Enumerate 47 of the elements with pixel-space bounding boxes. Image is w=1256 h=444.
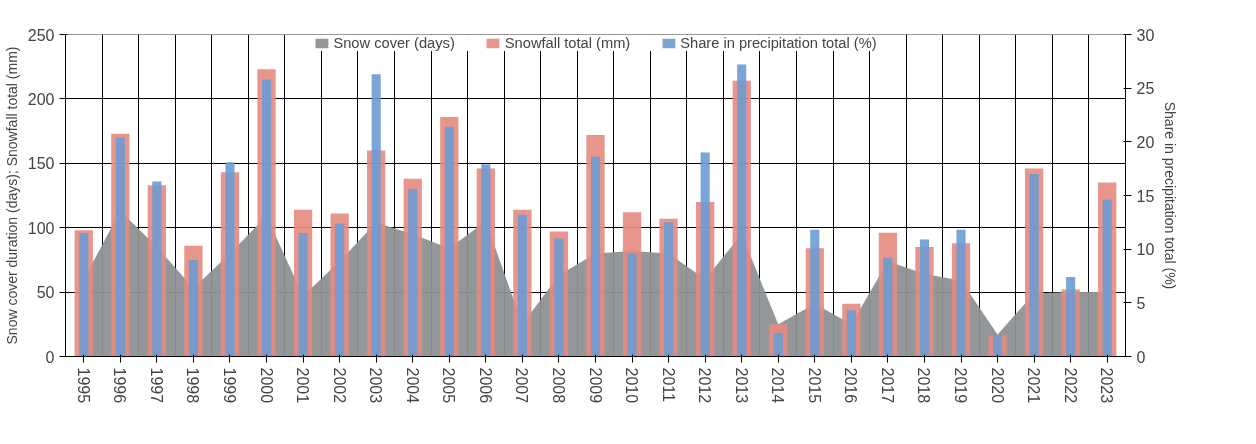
x-tick-label: 2015 <box>805 367 823 404</box>
y-tick-label: 150 <box>27 155 55 173</box>
x-tick-label: 1995 <box>74 367 92 404</box>
x-tick-label: 2021 <box>1025 367 1043 404</box>
x-tick-label: 2012 <box>696 367 714 404</box>
x-tick-label: 2016 <box>842 367 860 404</box>
x-tick-label: 2004 <box>403 367 421 404</box>
x-tick-label: 2020 <box>988 367 1006 404</box>
y2-axis-title: Share in precipitation total (%) <box>1162 101 1179 290</box>
x-tick-label: 2018 <box>915 367 933 404</box>
x-tick-label: 1997 <box>147 367 165 404</box>
y-tick-label: 50 <box>36 284 55 302</box>
x-tick-label: 2023 <box>1098 367 1116 404</box>
legend-label: Snow cover (days) <box>333 35 455 51</box>
x-tick-label: 2000 <box>257 367 275 404</box>
y-tick-label: 100 <box>27 219 55 237</box>
y2-tick-label: 25 <box>1136 80 1155 98</box>
y-tick-label: 200 <box>27 90 55 108</box>
x-tick-label: 2011 <box>659 367 677 403</box>
x-tick-label: 1999 <box>220 367 238 404</box>
y-axis-title: Snow cover duration (days); Snowfall total (mm) <box>3 46 20 345</box>
legend-label: Snowfall total (mm) <box>504 35 631 51</box>
x-tick-label: 1996 <box>111 367 129 404</box>
x-tick-label: 2010 <box>623 367 641 404</box>
x-tick-label: 2013 <box>732 367 750 404</box>
x-tick-label: 2008 <box>549 367 567 404</box>
x-tick-label: 2019 <box>952 367 970 404</box>
x-tick-label: 2017 <box>878 367 896 404</box>
y2-tick-label: 5 <box>1136 294 1146 312</box>
x-tick-label: 2003 <box>367 367 385 404</box>
x-tick-label: 2005 <box>440 367 458 404</box>
legend-label: Share in precipitation total (%) <box>680 35 877 51</box>
x-tick-label: 2009 <box>586 367 604 404</box>
x-tick-label: 2001 <box>294 367 312 404</box>
y2-tick-label: 15 <box>1136 187 1155 205</box>
x-tick-label: 1998 <box>184 367 202 404</box>
y2-tick-label: 10 <box>1136 241 1155 259</box>
x-tick-label: 2014 <box>769 367 787 404</box>
y2-tick-label: 20 <box>1136 133 1155 151</box>
x-tick-label: 2002 <box>330 367 348 404</box>
y2-tick-label: 0 <box>1136 348 1146 366</box>
x-tick-label: 2022 <box>1061 367 1079 404</box>
y-tick-label: 0 <box>45 348 55 366</box>
x-tick-label: 2007 <box>513 367 531 404</box>
x-tick-label: 2006 <box>476 367 494 404</box>
y-tick-label: 250 <box>27 26 55 44</box>
y2-tick-label: 30 <box>1136 26 1155 44</box>
